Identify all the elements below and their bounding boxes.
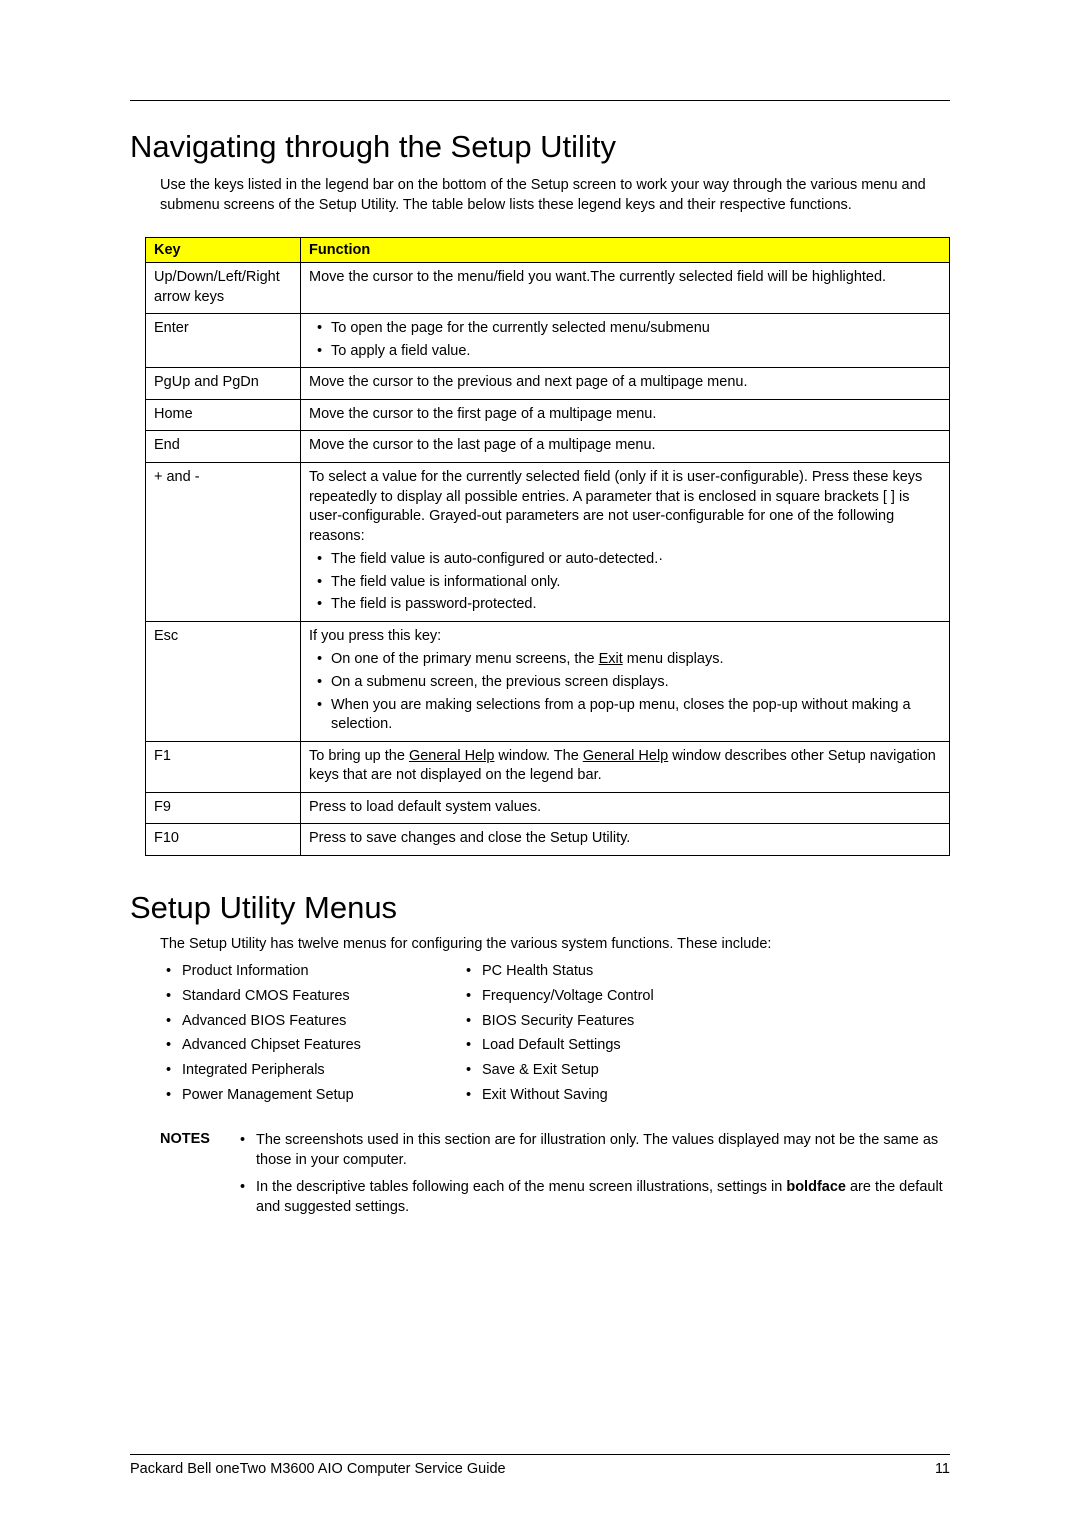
table-row: Home Move the cursor to the first page o…: [146, 399, 950, 431]
table-row: End Move the cursor to the last page of …: [146, 431, 950, 463]
menu-item: BIOS Security Features: [460, 1012, 760, 1031]
bullet: On a submenu screen, the previous screen…: [309, 673, 941, 693]
menu-col-right: PC Health Status Frequency/Voltage Contr…: [460, 962, 760, 1111]
table-row: F1 To bring up the General Help window. …: [146, 741, 950, 792]
cell-func: Move the cursor to the first page of a m…: [301, 399, 950, 431]
menu-item: Exit Without Saving: [460, 1086, 760, 1105]
cell-func: Move the cursor to the previous and next…: [301, 368, 950, 400]
menu-columns: Product Information Standard CMOS Featur…: [160, 962, 950, 1111]
cell-key: Home: [146, 399, 301, 431]
notes-block: NOTES The screenshots used in this secti…: [160, 1131, 950, 1225]
table-row: F10 Press to save changes and close the …: [146, 824, 950, 856]
cell-key: Esc: [146, 621, 301, 741]
footer-rule: [130, 1454, 950, 1455]
cell-func: Press to load default system values.: [301, 792, 950, 824]
page-footer: Packard Bell oneTwo M3600 AIO Computer S…: [130, 1454, 950, 1477]
table-row: PgUp and PgDn Move the cursor to the pre…: [146, 368, 950, 400]
bullet: To apply a field value.: [309, 342, 941, 362]
intro-menus: The Setup Utility has twelve menus for c…: [160, 936, 950, 952]
heading-navigating: Navigating through the Setup Utility: [130, 129, 950, 165]
cell-key: F9: [146, 792, 301, 824]
bullet: On one of the primary menu screens, the …: [309, 650, 941, 670]
note-item: In the descriptive tables following each…: [238, 1178, 950, 1217]
bullet: The field is password-protected.: [309, 595, 941, 615]
table-row: + and - To select a value for the curren…: [146, 462, 950, 621]
heading-menus: Setup Utility Menus: [130, 890, 950, 926]
top-rule: [130, 100, 950, 101]
table-row: F9 Press to load default system values.: [146, 792, 950, 824]
cell-func: To bring up the General Help window. The…: [301, 741, 950, 792]
para: To select a value for the currently sele…: [309, 468, 941, 546]
menu-item: Advanced Chipset Features: [160, 1036, 460, 1055]
para: If you press this key:: [309, 627, 941, 647]
th-function: Function: [301, 238, 950, 263]
cell-key: F10: [146, 824, 301, 856]
bullet: When you are making selections from a po…: [309, 696, 941, 735]
table-row: Esc If you press this key: On one of the…: [146, 621, 950, 741]
table-row: Enter To open the page for the currently…: [146, 314, 950, 368]
note-item: The screenshots used in this section are…: [238, 1131, 950, 1170]
table-row: Up/Down/Left/Right arrow keys Move the c…: [146, 263, 950, 314]
cell-key: F1: [146, 741, 301, 792]
cell-key: + and -: [146, 462, 301, 621]
menu-item: Save & Exit Setup: [460, 1061, 760, 1080]
cell-key: End: [146, 431, 301, 463]
cell-func: To open the page for the currently selec…: [301, 314, 950, 368]
menu-item: Power Management Setup: [160, 1086, 460, 1105]
cell-key: PgUp and PgDn: [146, 368, 301, 400]
menu-item: Frequency/Voltage Control: [460, 987, 760, 1006]
cell-key: Up/Down/Left/Right arrow keys: [146, 263, 301, 314]
notes-label: NOTES: [160, 1131, 238, 1225]
menu-item: Load Default Settings: [460, 1036, 760, 1055]
th-key: Key: [146, 238, 301, 263]
bullet: The field value is auto-configured or au…: [309, 550, 941, 570]
intro-navigating: Use the keys listed in the legend bar on…: [160, 175, 950, 215]
cell-func: To select a value for the currently sele…: [301, 462, 950, 621]
key-function-table: Key Function Up/Down/Left/Right arrow ke…: [145, 237, 950, 856]
cell-func: Move the cursor to the menu/field you wa…: [301, 263, 950, 314]
menu-item: Product Information: [160, 962, 460, 981]
footer-title: Packard Bell oneTwo M3600 AIO Computer S…: [130, 1461, 506, 1477]
cell-func: Press to save changes and close the Setu…: [301, 824, 950, 856]
cell-key: Enter: [146, 314, 301, 368]
cell-func: If you press this key: On one of the pri…: [301, 621, 950, 741]
menu-item: Standard CMOS Features: [160, 987, 460, 1006]
bullet: The field value is informational only.: [309, 573, 941, 593]
menu-item: Integrated Peripherals: [160, 1061, 460, 1080]
bullet: To open the page for the currently selec…: [309, 319, 941, 339]
page-number: 11: [935, 1461, 950, 1477]
menu-item: Advanced BIOS Features: [160, 1012, 460, 1031]
menu-item: PC Health Status: [460, 962, 760, 981]
menu-col-left: Product Information Standard CMOS Featur…: [160, 962, 460, 1111]
cell-func: Move the cursor to the last page of a mu…: [301, 431, 950, 463]
